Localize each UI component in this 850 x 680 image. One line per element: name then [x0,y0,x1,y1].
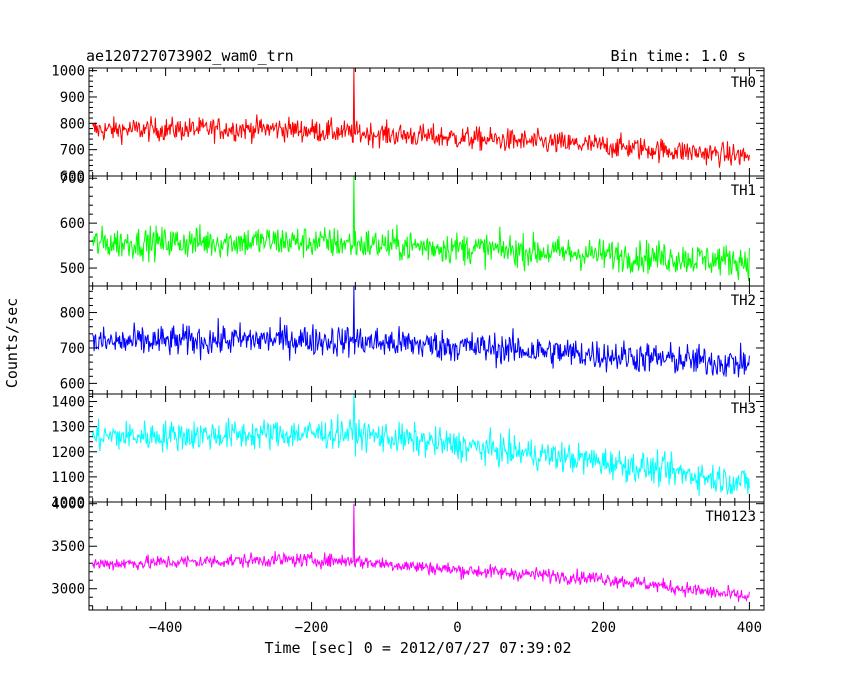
x-tick-label: −200 [295,620,329,636]
series-line-th0123 [92,503,750,602]
y-tick-label: 700 [60,171,85,187]
panel-label-th0: TH0 [731,75,756,91]
series-line-th1 [92,176,750,281]
x-tick-label: 400 [737,620,762,636]
series-line-th2 [92,286,750,378]
x-tick-label: 0 [453,620,461,636]
y-tick-label: 1100 [51,470,85,486]
y-tick-label: 900 [60,90,85,106]
panels-group: 6007008009001000TH0500600700TH1600700800… [51,64,765,611]
panel-frame [88,501,765,611]
chart-header-title: ae120727073902_wam0_trn [86,47,294,65]
panel-frame [88,175,765,287]
y-tick-label: 1000 [51,64,85,80]
panel-th3: 1000 1100 1200 1300 1400 TH3 [51,393,765,511]
y-tick-label: 600 [60,216,85,232]
y-tick-label: 600 [60,169,85,185]
panel-label-th3: TH3 [731,401,756,417]
x-tick-label: −400 [149,620,183,636]
series-line-th0 [92,68,750,168]
y-tick-label: 1200 [51,445,85,461]
panel-label-th1: TH1 [731,183,756,199]
y-tick-label: 600 [60,376,85,392]
y-tick-label: 700 [60,341,85,357]
series-line-th3 [92,394,750,497]
y-tick-label: 700 [60,143,85,159]
y-tick-label: 1000 [51,495,85,511]
y-tick-label: 500 [60,261,85,277]
panel-th0123: 3000 3500 4000 TH0123 [51,497,765,611]
chart-header-bintime: Bin time: 1.0 s [611,47,746,65]
x-axis: −400 −200 0 200 400 [149,620,762,636]
y-tick-label: 4000 [51,497,85,513]
y-tick-label: 1300 [51,420,85,436]
panel-th2: 600 700 800 TH2 [60,285,765,395]
y-tick-label: 1400 [51,395,85,411]
panel-label-th2: TH2 [731,293,756,309]
y-tick-label: 800 [60,306,85,322]
y-tick-label: 3000 [51,582,85,598]
x-tick-label: 200 [591,620,616,636]
y-tick-label: 800 [60,116,85,132]
y-tick-label: 3500 [51,539,85,555]
x-axis-label: Time [sec] 0 = 2012/07/27 07:39:02 [264,639,571,657]
panel-label-th0123: TH0123 [705,509,756,525]
y-axis-label: Counts/sec [3,298,21,388]
